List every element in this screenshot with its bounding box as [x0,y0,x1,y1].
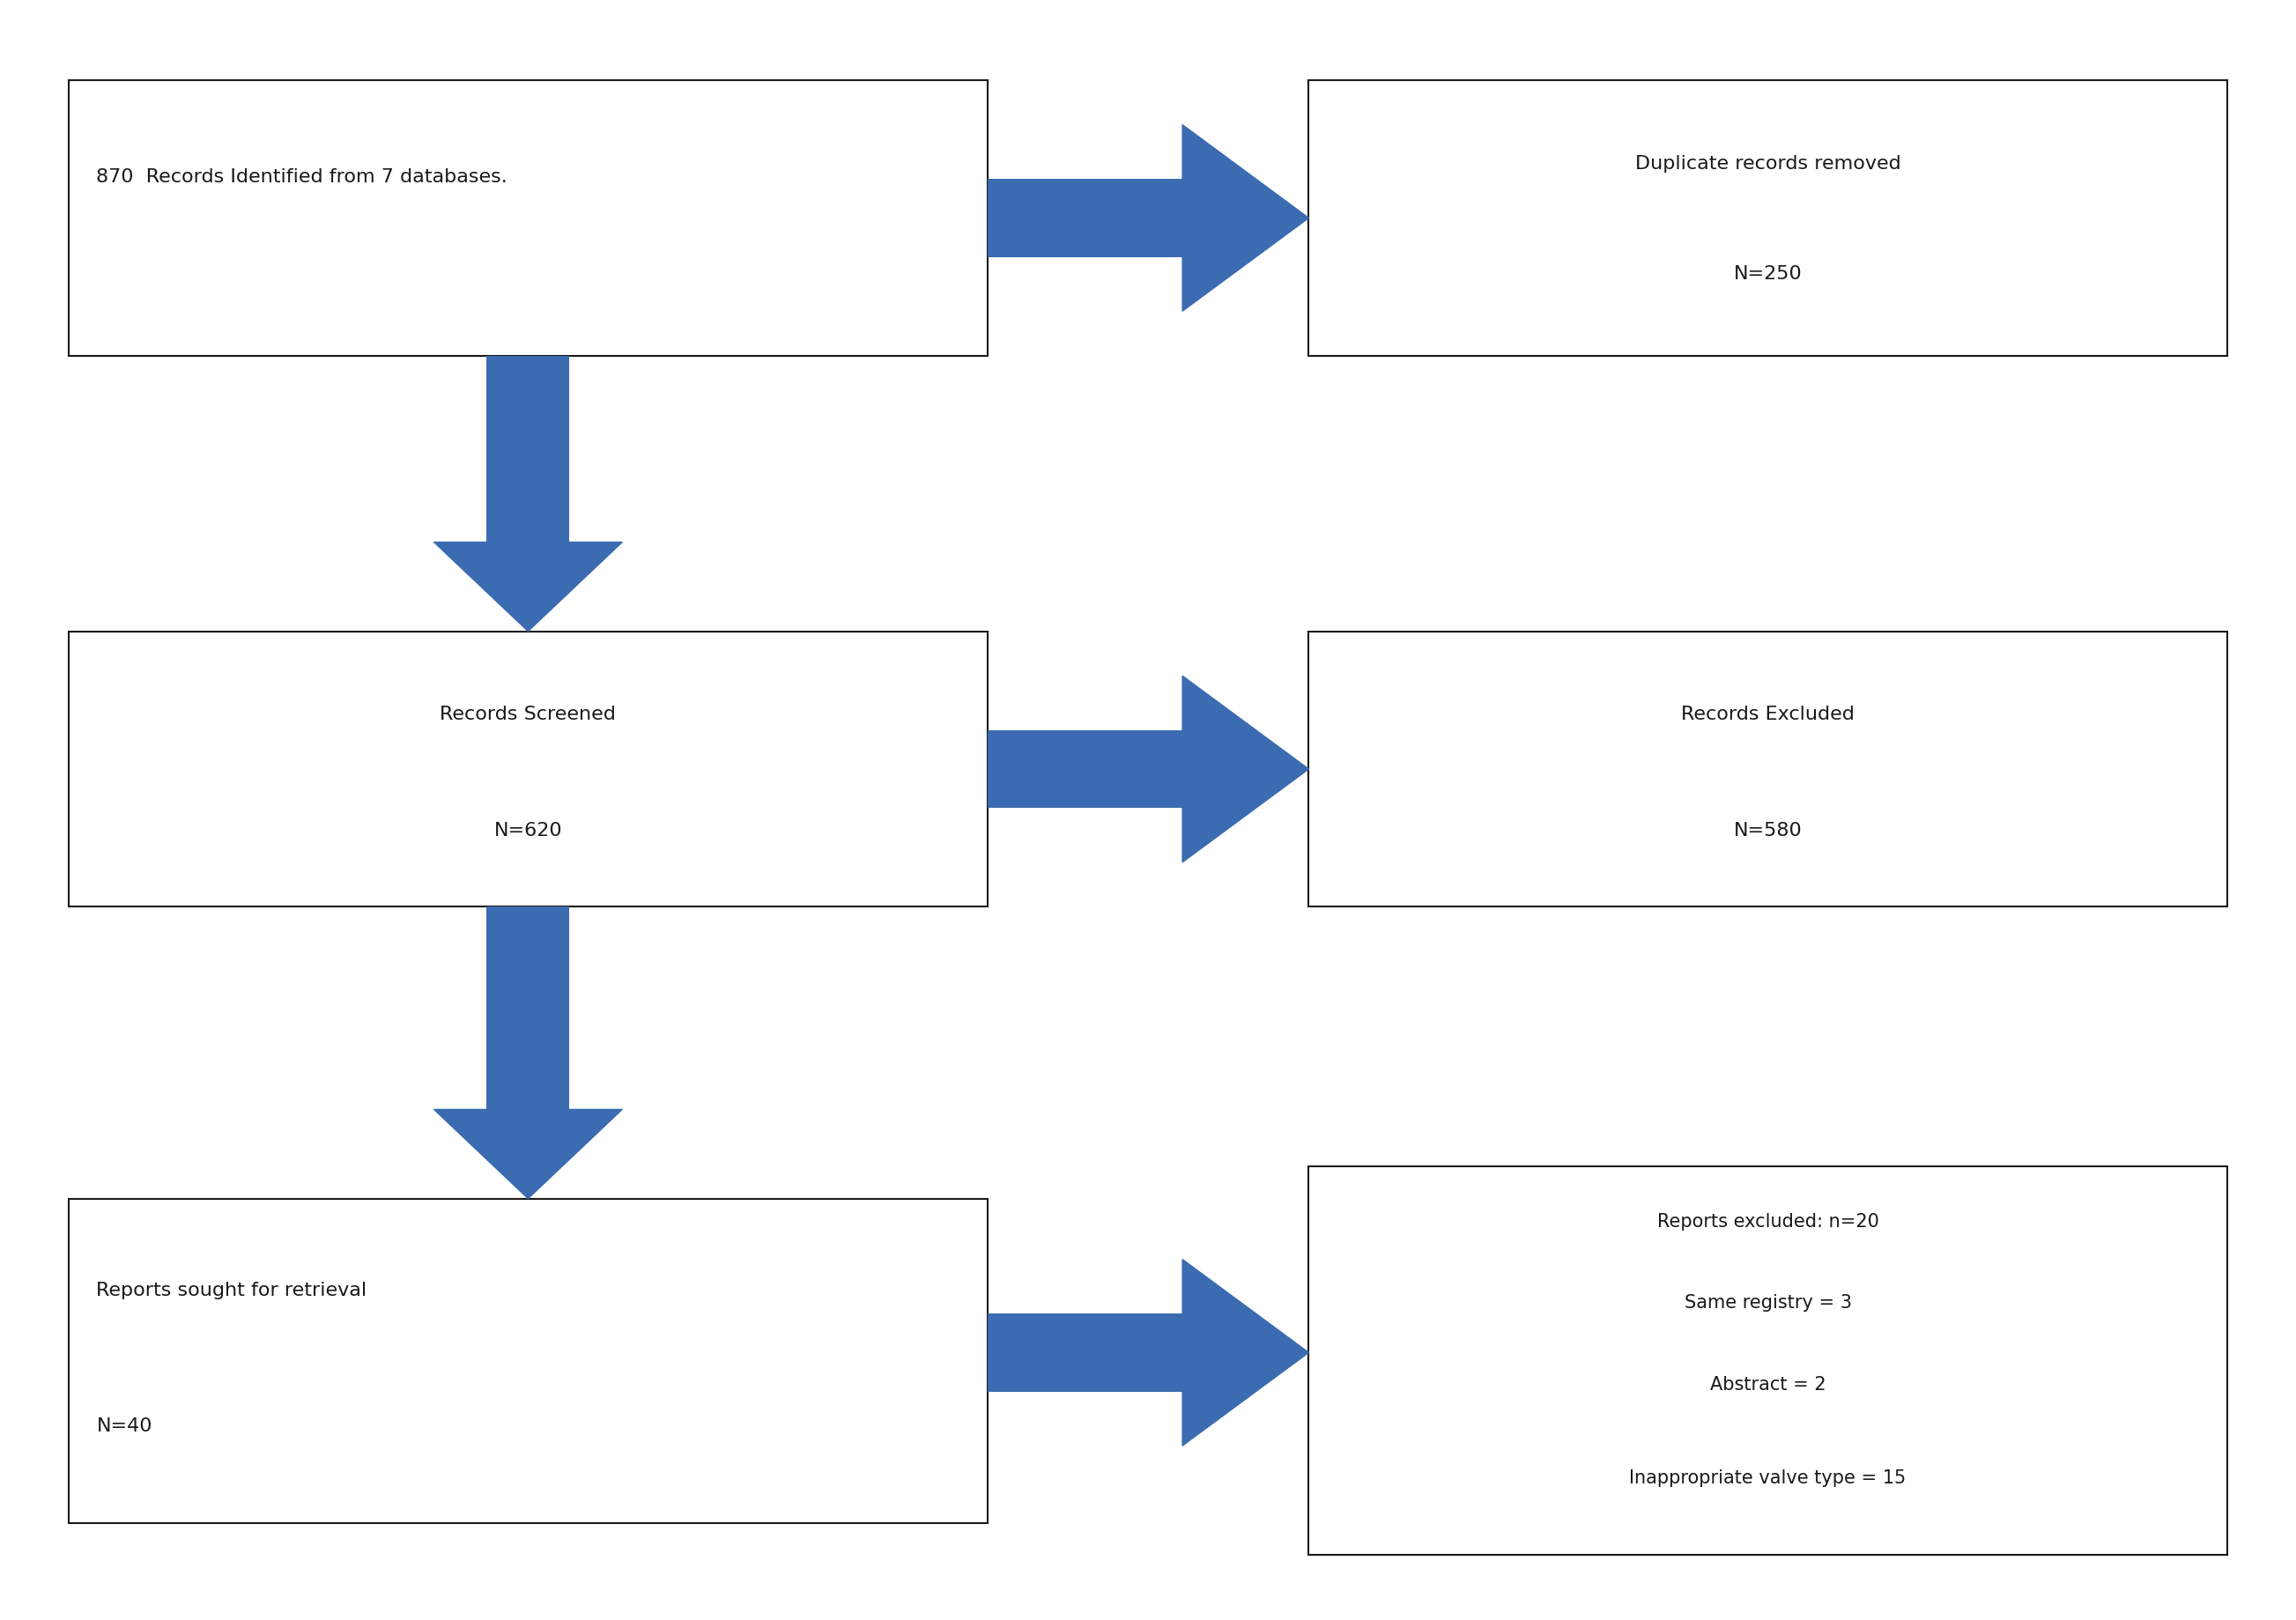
FancyBboxPatch shape [1309,632,2227,907]
Text: Duplicate records removed: Duplicate records removed [1635,156,1901,172]
Text: N=620: N=620 [494,821,563,839]
Polygon shape [434,543,622,632]
FancyBboxPatch shape [69,81,987,356]
Text: Records Excluded: Records Excluded [1681,706,1855,723]
Text: Reports sought for retrieval: Reports sought for retrieval [96,1281,367,1298]
FancyBboxPatch shape [987,1314,1182,1392]
Text: N=250: N=250 [1733,266,1802,282]
Text: N=580: N=580 [1733,821,1802,839]
Polygon shape [1182,125,1309,311]
Text: Abstract = 2: Abstract = 2 [1711,1375,1825,1393]
Text: Same registry = 3: Same registry = 3 [1685,1294,1851,1311]
FancyBboxPatch shape [69,1199,987,1523]
Text: Inappropriate valve type = 15: Inappropriate valve type = 15 [1630,1469,1906,1486]
Text: 870  Records Identified from 7 databases.: 870 Records Identified from 7 databases. [96,168,507,186]
Text: Reports excluded: n=20: Reports excluded: n=20 [1658,1212,1878,1230]
Text: N=40: N=40 [96,1418,152,1434]
Polygon shape [434,1110,622,1199]
Text: Records Screened: Records Screened [441,706,615,723]
FancyBboxPatch shape [69,632,987,907]
FancyBboxPatch shape [987,731,1182,808]
Polygon shape [1182,676,1309,862]
FancyBboxPatch shape [487,356,569,543]
Polygon shape [1182,1260,1309,1445]
FancyBboxPatch shape [1309,81,2227,356]
FancyBboxPatch shape [1309,1166,2227,1555]
FancyBboxPatch shape [487,907,569,1110]
FancyBboxPatch shape [987,180,1182,258]
